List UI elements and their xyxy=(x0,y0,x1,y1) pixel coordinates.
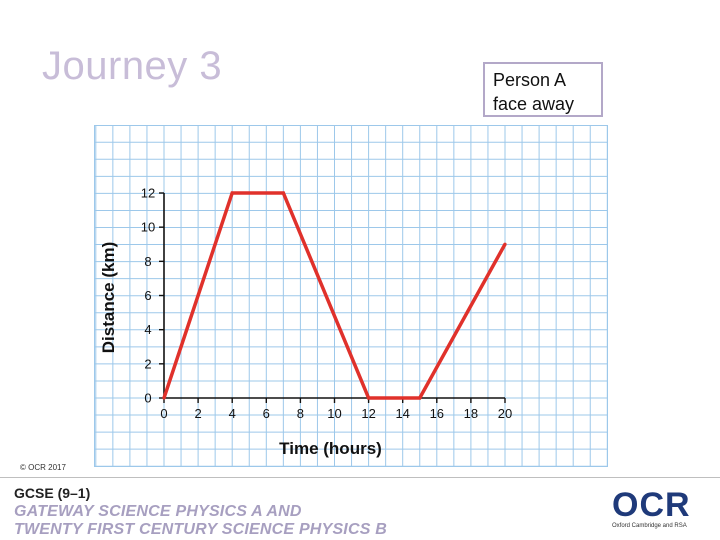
distance-time-chart: 0 2 4 6 8 10 12 14 16 18 20 0 2 4 6 8 10 12 Time (hours) Di… xyxy=(94,125,608,467)
note-line-1: Person A xyxy=(493,70,567,90)
label-layer: 0 2 4 6 8 10 12 14 16 18 20 0 2 4 6 8 10 12 Time (hours) Di… xyxy=(99,186,512,459)
slide-title: Journey 3 xyxy=(42,44,223,88)
y-axis-title: Distance (km) xyxy=(99,242,118,353)
gcse-label: GCSE (9–1) xyxy=(14,485,91,501)
footer-course: GCSE (9–1) GATEWAY SCIENCE PHYSICS A AND… xyxy=(14,485,387,539)
x-tick-label: 6 xyxy=(263,406,270,421)
x-axis-title: Time (hours) xyxy=(279,439,382,458)
y-tick-label: 6 xyxy=(144,288,151,303)
y-tick-label: 2 xyxy=(144,356,151,371)
note-line-2: face away xyxy=(493,94,575,114)
copyright-text: © OCR 2017 xyxy=(20,463,66,472)
ocr-logo-word: OCR xyxy=(612,486,691,524)
series-layer xyxy=(162,191,507,400)
y-tick-label: 4 xyxy=(144,322,151,337)
series-point xyxy=(281,191,285,195)
footer-divider xyxy=(0,477,720,478)
x-tick-label: 14 xyxy=(395,406,409,421)
x-tick-label: 16 xyxy=(430,406,444,421)
ocr-logo-tagline: Oxford Cambridge and RSA xyxy=(612,523,687,529)
series-point xyxy=(418,396,422,400)
grid-layer xyxy=(94,125,608,467)
x-tick-label: 4 xyxy=(229,406,236,421)
ocr-logo: OCR Oxford Cambridge and RSA xyxy=(612,488,706,530)
series-point xyxy=(230,191,234,195)
subject-line-1: GATEWAY SCIENCE PHYSICS A AND xyxy=(14,503,302,520)
y-tick-label: 0 xyxy=(144,391,151,406)
x-tick-label: 8 xyxy=(297,406,304,421)
series-point xyxy=(367,396,371,400)
x-tick-label: 18 xyxy=(464,406,478,421)
series-point xyxy=(503,242,507,246)
note-box: Person A face away xyxy=(483,62,603,117)
y-tick-label: 12 xyxy=(141,186,155,201)
series-point xyxy=(162,396,166,400)
x-tick-label: 0 xyxy=(160,406,167,421)
series-line xyxy=(162,191,507,400)
y-tick-label: 10 xyxy=(141,220,155,235)
x-tick-label: 12 xyxy=(361,406,375,421)
x-tick-label: 2 xyxy=(194,406,201,421)
chart-svg: 0 2 4 6 8 10 12 14 16 18 20 0 2 4 6 8 10 12 Time (hours) Di… xyxy=(94,125,608,467)
subject-line-2: TWENTY FIRST CENTURY SCIENCE PHYSICS B xyxy=(14,521,387,538)
x-tick-label: 20 xyxy=(498,406,512,421)
y-tick-label: 8 xyxy=(144,254,151,269)
x-tick-label: 10 xyxy=(327,406,341,421)
